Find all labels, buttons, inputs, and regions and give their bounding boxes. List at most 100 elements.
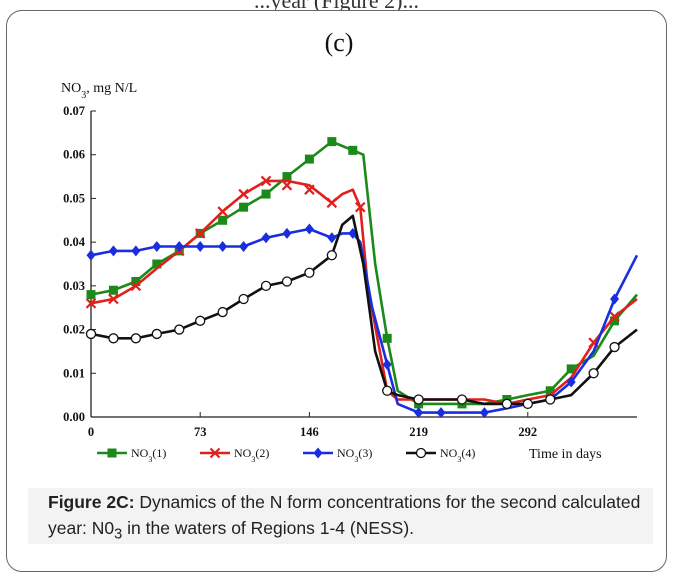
page-top-fragment: ...year (Figure 2)... <box>0 0 673 20</box>
point-marker <box>86 249 96 261</box>
point-marker <box>501 398 513 410</box>
legend-item: NO3(1) <box>97 446 166 464</box>
point-marker <box>108 293 119 305</box>
chart-svg: (c) NO3, mg N/L Time in days 0.000.010.0… <box>61 28 639 464</box>
point-marker <box>131 245 141 257</box>
marker-stroke <box>217 206 228 217</box>
point-marker <box>522 398 533 410</box>
point-marker <box>239 202 249 212</box>
point-marker <box>304 223 314 235</box>
point-marker <box>281 276 293 287</box>
point-marker <box>282 172 292 182</box>
point-marker <box>238 293 249 305</box>
point-marker <box>382 385 393 396</box>
point-marker <box>152 241 162 253</box>
point-marker <box>415 447 427 459</box>
point-marker <box>609 311 620 322</box>
point-marker <box>327 232 337 244</box>
marker-stroke <box>304 184 315 195</box>
legend-label: NO3(2) <box>234 446 269 464</box>
point-marker <box>238 188 249 200</box>
point-marker <box>195 315 206 326</box>
point-marker <box>218 215 228 225</box>
marker-stroke <box>108 293 119 305</box>
point-marker <box>174 241 184 253</box>
point-marker <box>217 206 228 217</box>
axes: 0.00 0.01 0.02 0.03 0.04 0.05 0.06 0.07 0 73 146 21… <box>63 104 637 439</box>
point-marker <box>151 328 162 340</box>
point-marker <box>217 306 228 318</box>
point-marker <box>413 394 424 405</box>
point-marker <box>348 145 358 155</box>
point-marker <box>195 241 205 253</box>
point-marker <box>354 201 366 213</box>
point-marker <box>260 280 272 292</box>
series-layer <box>85 137 639 419</box>
x-tick-label: 146 <box>300 425 319 439</box>
point-marker <box>108 245 118 257</box>
point-marker <box>304 184 315 195</box>
point-marker <box>194 228 206 239</box>
point-marker <box>131 276 141 286</box>
caption-subscript: 3 <box>114 526 123 543</box>
point-marker <box>545 386 555 396</box>
point-marker <box>85 298 97 309</box>
point-marker <box>107 448 117 458</box>
point-marker <box>327 137 337 147</box>
point-marker <box>152 259 162 269</box>
point-marker <box>545 394 556 405</box>
y-tick-label: 0.00 <box>63 410 85 424</box>
point-marker <box>239 241 249 253</box>
y-tick-label: 0.03 <box>63 279 85 293</box>
point-marker <box>414 407 424 419</box>
x-tick-label: 73 <box>194 425 207 439</box>
y-tick-label: 0.04 <box>63 235 86 249</box>
y-tick-label: 0.02 <box>63 323 85 337</box>
caption-tail: in the waters of Regions 1-4 (NESS). <box>122 518 415 538</box>
caption-text: Dynamics of the N form concentrations fo… <box>48 492 641 538</box>
point-marker <box>108 285 118 295</box>
marker-stroke <box>260 175 272 187</box>
point-marker <box>261 189 271 199</box>
point-marker <box>313 447 323 459</box>
marker-stroke <box>326 197 338 209</box>
point-marker <box>566 364 576 374</box>
marker-stroke <box>85 298 97 309</box>
point-marker <box>382 333 392 343</box>
y-tick-label: 0.07 <box>63 104 85 118</box>
figure-caption: Figure 2C: Dynamics of the N form concen… <box>48 489 668 548</box>
legend-item: NO3(2) <box>200 446 269 464</box>
point-marker <box>130 280 142 292</box>
y-tick-label: 0.06 <box>63 148 85 162</box>
marker-stroke <box>130 280 142 292</box>
point-marker <box>282 227 292 239</box>
point-marker <box>304 154 314 164</box>
y-axis-label: NO3, mg N/L <box>61 81 137 101</box>
point-marker <box>456 394 468 405</box>
marker-stroke <box>354 201 366 213</box>
point-marker <box>610 316 620 326</box>
point-marker <box>304 267 315 278</box>
y-tick-label: 0.01 <box>63 366 85 380</box>
chart-panel: (c) NO3, mg N/L Time in days 0.00 0.01 0.0… <box>49 19 639 486</box>
point-marker <box>609 341 620 353</box>
point-marker <box>588 368 599 379</box>
legend-label: NO3(4) <box>440 446 475 464</box>
point-marker <box>281 180 293 191</box>
point-marker <box>108 333 119 344</box>
point-marker <box>130 333 142 344</box>
chart-title: (c) <box>325 28 354 57</box>
marker-stroke <box>194 228 206 239</box>
marker-stroke <box>209 447 221 459</box>
legend: NO3(1) NO3(2) NO3(3) NO3(4) <box>97 446 475 464</box>
point-marker <box>326 250 337 261</box>
point-marker <box>85 328 97 340</box>
point-marker <box>610 293 620 305</box>
point-marker <box>326 197 338 209</box>
marker-stroke <box>238 188 249 200</box>
cut-text: ...year (Figure 2)... <box>254 0 419 13</box>
y-tick-label: 0.05 <box>63 191 85 205</box>
marker-stroke <box>281 180 293 191</box>
legend-item: NO3(3) <box>303 446 372 464</box>
point-marker <box>479 407 489 419</box>
